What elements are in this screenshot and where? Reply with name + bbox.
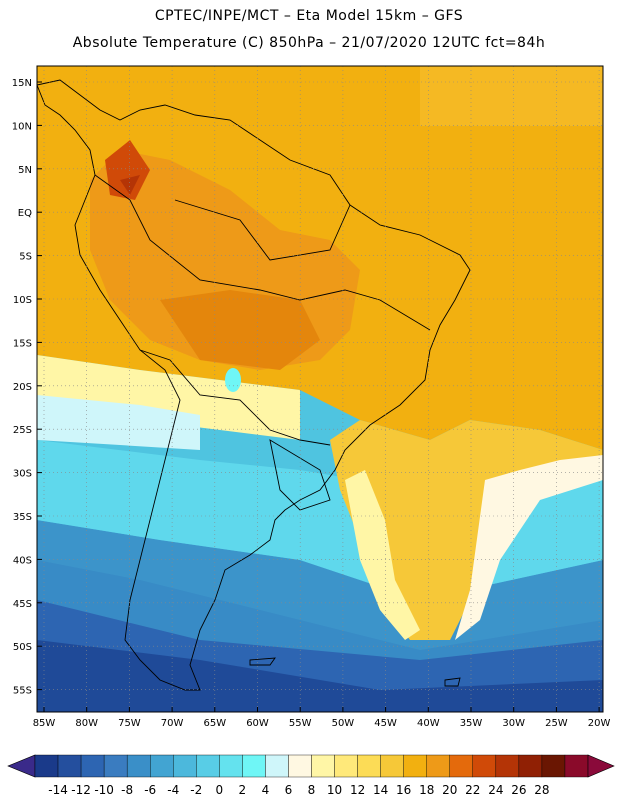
lat-label: 40S <box>13 555 32 566</box>
colorbar-tick: -12 <box>71 783 91 797</box>
colorbar-tick: 18 <box>419 783 434 797</box>
lat-label: 5N <box>18 165 32 176</box>
colorbar-tick: 28 <box>534 783 549 797</box>
colorbar-swatch <box>34 754 59 778</box>
colorbar-swatch <box>57 754 82 778</box>
colorbar-swatch <box>150 754 174 778</box>
colorbar-swatch <box>196 754 220 778</box>
lon-label: 20W <box>588 718 611 729</box>
colorbar-swatch <box>357 754 381 778</box>
colorbar-tick: -6 <box>144 783 156 797</box>
colorbar-swatch <box>380 754 404 778</box>
lon-label: 80W <box>75 718 98 729</box>
colorbar-tick: 26 <box>511 783 526 797</box>
lat-label: 10N <box>12 121 32 132</box>
colorbar-tick: 6 <box>285 783 293 797</box>
colorbar-swatch <box>472 754 497 778</box>
lat-label: 25S <box>13 425 32 436</box>
lat-label: 10S <box>13 295 32 306</box>
colorbar-swatch <box>311 754 335 778</box>
colorbar-swatch <box>219 754 243 778</box>
colorbar-tick: 16 <box>396 783 411 797</box>
lon-label: 40W <box>417 718 440 729</box>
colorbar-swatch <box>449 754 473 778</box>
colorbar-labels: -14 -12 -10 -8 -6 -4 -2 0 2 4 6 8 10 12 14 16 18 20 22 24 26… <box>48 783 549 797</box>
colorbar-tick: 22 <box>465 783 480 797</box>
colorbar-swatch <box>334 754 358 778</box>
colorbar-swatch <box>80 754 105 778</box>
title-line-2: Absolute Temperature (C) 850hPa – 21/07/… <box>72 35 546 51</box>
lat-label: 20S <box>13 382 32 393</box>
lat-label: 5S <box>19 252 32 263</box>
lat-label: 55S <box>13 686 32 697</box>
colorbar-tick: 12 <box>350 783 365 797</box>
colorbar-tick: 4 <box>262 783 270 797</box>
lat-label: 30S <box>13 469 32 480</box>
lon-label: 70W <box>161 718 184 729</box>
colorbar-swatch <box>426 754 450 778</box>
longitude-labels: 85W 80W 75W 70W 65W 60W 55W 50W 45W 40W 35W 30W 25W 2… <box>33 707 611 729</box>
colorbar-swatch <box>403 754 427 778</box>
lon-label: 30W <box>502 718 525 729</box>
colorbar-swatch <box>126 754 151 778</box>
lat-label: 15N <box>12 78 32 89</box>
colorbar-swatch <box>288 754 312 778</box>
latitude-labels: 15N 10N 5N EQ 5S 10S 15S 20S 25S 30S 35S 40S 45S 50S 5… <box>12 78 42 697</box>
colorbar-over-arrow <box>587 754 615 778</box>
map-frame <box>36 65 604 713</box>
lon-label: 65W <box>203 718 226 729</box>
colorbar-tick: -4 <box>167 783 179 797</box>
lat-label: 45S <box>13 599 32 610</box>
lon-label: 85W <box>33 718 56 729</box>
colorbar-tick: 20 <box>442 783 457 797</box>
temperature-field <box>37 66 603 712</box>
colorbar-swatch <box>265 754 289 778</box>
lat-label: 35S <box>13 512 32 523</box>
lon-label: 50W <box>332 718 355 729</box>
colorbar-tick: 8 <box>308 783 316 797</box>
colorbar-swatch <box>103 754 128 778</box>
colorbar-tick: -8 <box>121 783 133 797</box>
lon-label: 25W <box>545 718 568 729</box>
colorbar-tick: -10 <box>94 783 114 797</box>
colorbar-swatch <box>541 754 566 778</box>
colorbar-under-arrow <box>7 754 36 778</box>
lon-label: 75W <box>118 718 141 729</box>
lon-label: 55W <box>289 718 312 729</box>
colorbar-tick: 2 <box>239 783 247 797</box>
colorbar-tick: 10 <box>327 783 342 797</box>
colorbar-tick: 24 <box>488 783 503 797</box>
colorbar-swatch <box>495 754 520 778</box>
colorbar-tick: 0 <box>216 783 224 797</box>
colorbar-tick: -14 <box>48 783 68 797</box>
lon-label: 45W <box>374 718 397 729</box>
colorbar-swatch <box>242 754 266 778</box>
colorbar-tick: -2 <box>190 783 202 797</box>
lat-label: EQ <box>18 208 32 219</box>
lon-label: 35W <box>460 718 483 729</box>
lat-label: 15S <box>13 338 32 349</box>
colorbar-tick: 14 <box>373 783 388 797</box>
colorbar <box>7 754 615 778</box>
title-line-1: CPTEC/INPE/MCT – Eta Model 15km – GFS <box>154 8 464 24</box>
lon-label: 60W <box>246 718 269 729</box>
colorbar-swatch <box>518 754 543 778</box>
coastlines <box>37 79 471 691</box>
colorbar-swatch <box>173 754 197 778</box>
colorbar-swatch <box>564 754 589 778</box>
lat-label: 50S <box>13 642 32 653</box>
